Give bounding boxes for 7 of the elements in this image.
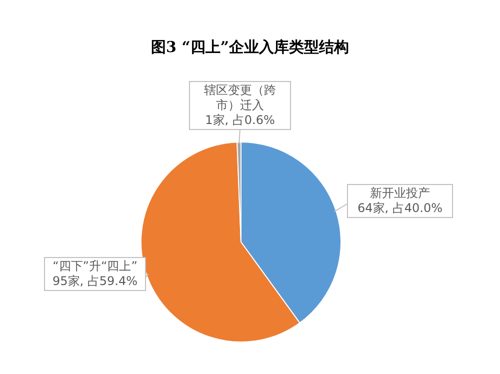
slice-label: 新开业投产: [369, 186, 431, 201]
slice-label: 辖区变更（跨市）迁入: [203, 83, 277, 113]
chart-title: 图3 “四上”企业入库类型结构: [150, 38, 350, 57]
slice-label: “四下”升“四上”: [52, 259, 138, 274]
data-label: 95家, 占59.4%: [51, 274, 139, 289]
data-label: 1家, 占0.6%: [204, 113, 276, 128]
data-label: 64家, 占40.0%: [356, 201, 444, 216]
